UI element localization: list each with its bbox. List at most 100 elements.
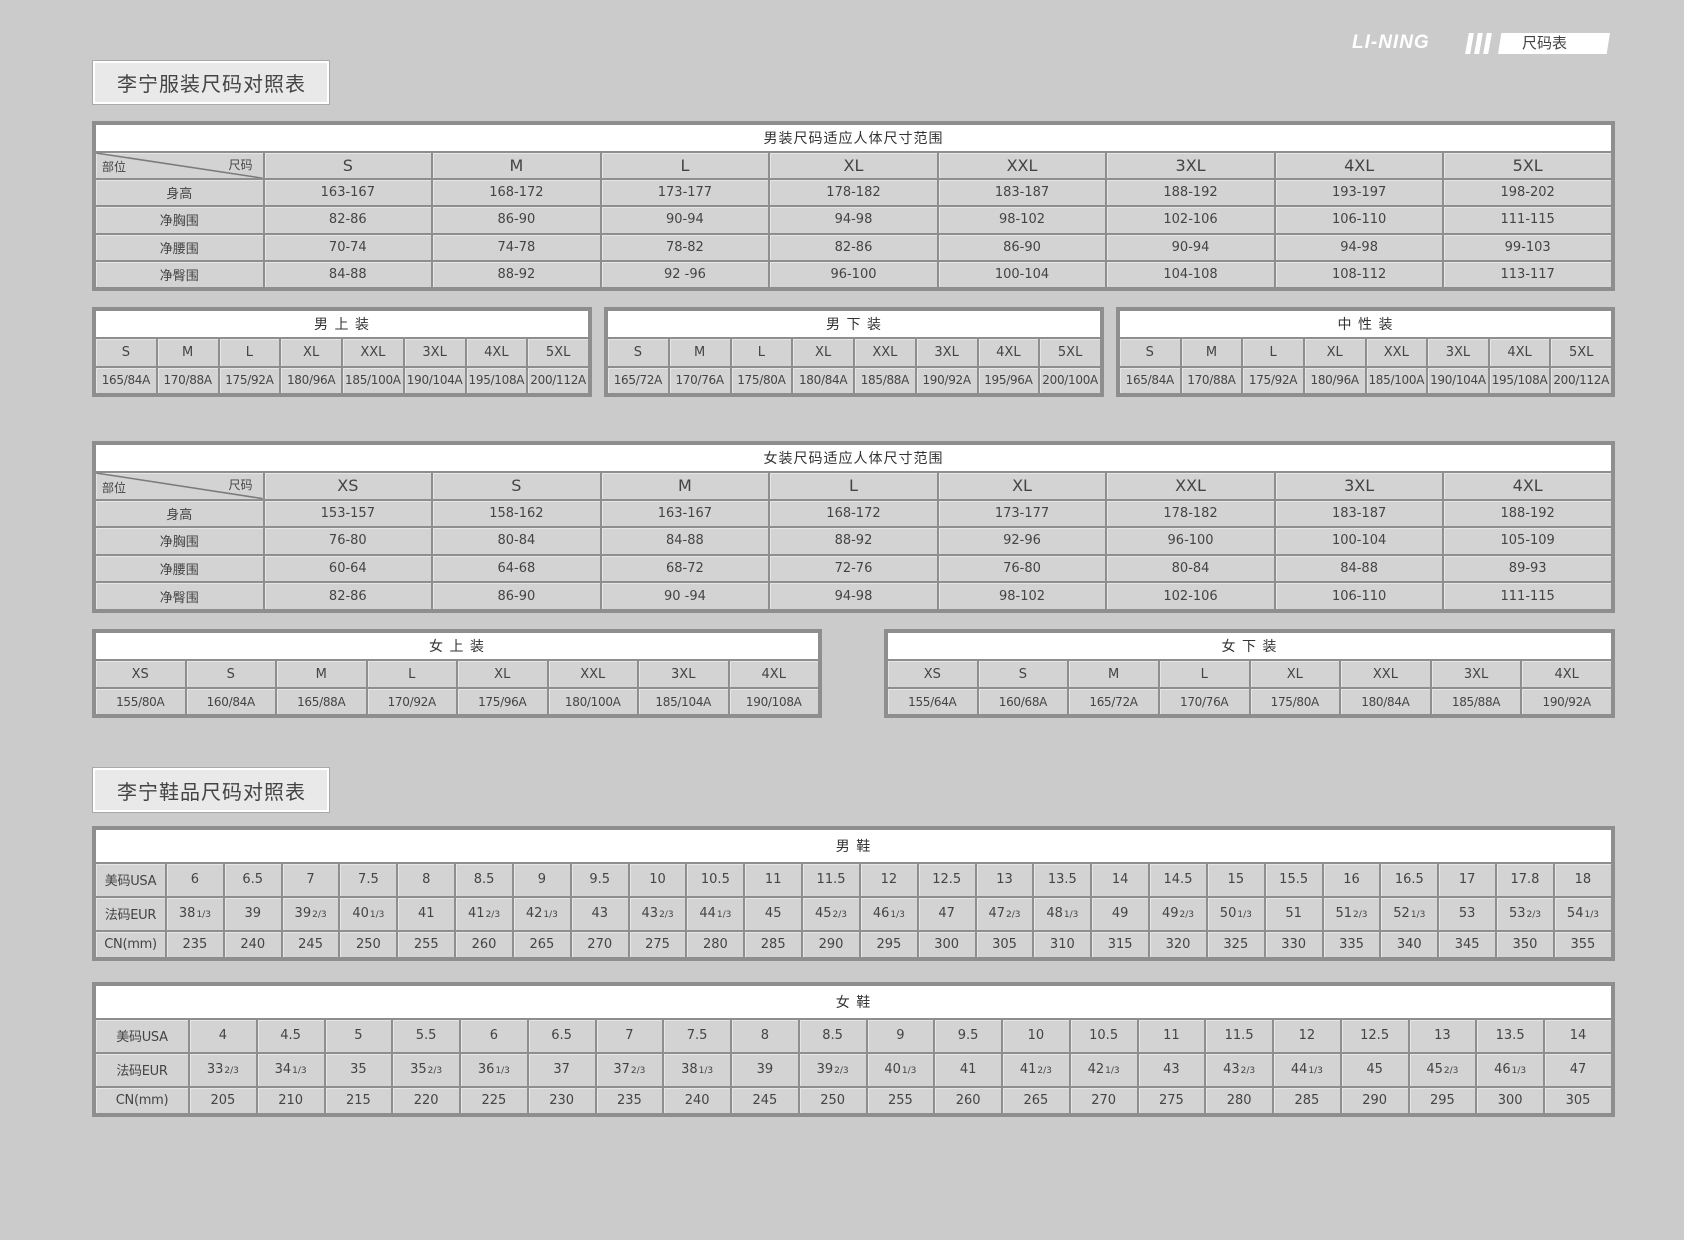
row-label: 法码EUR [94,1051,190,1088]
shoe-size-cell: 290 [1339,1085,1410,1116]
table-cell: 105-109 [1442,526,1613,556]
fraction-part: 1/3 [716,910,732,921]
table-cell: 80-84 [1105,553,1276,584]
logo-bars-icon [1464,33,1494,54]
size-header: M [275,658,368,690]
shoe-size-cell: 11.5 [1204,1018,1274,1054]
size-header: XL [1248,658,1342,690]
size-header: 3XL [402,337,467,368]
size-header-row: S M L XL XXL 3XL 4XL 5XL [1118,337,1613,368]
shoe-size-cell: 421/3 [511,895,572,932]
table-cell: 98-102 [936,581,1108,611]
fraction-part: 1/3 [1511,1066,1527,1077]
table-row: 净胸围 82-86 86-90 90-94 94-98 98-102 102-106 106-… [94,205,1613,235]
fraction-part: 2/3 [1240,1066,1256,1077]
apparel-section-title: 李宁服装尺码对照表 [92,60,330,105]
shoe-size-cell: 11 [1136,1018,1207,1054]
size-header-row: 部位 尺码 XS S M L XL XXL 3XL 4XL [94,471,1613,501]
shoe-size-cell: 332/3 [188,1051,258,1088]
table-cell: 90 -94 [599,581,771,611]
title-row: 中 性 装 [1118,309,1613,339]
size-value: 155/80A [94,687,187,716]
table-cell: 111-115 [1442,205,1613,235]
row-label: CN(mm) [94,929,167,960]
table-cell: 72-76 [768,553,939,584]
size-header: 5XL [526,337,590,368]
shoe-size-cell: 17.8 [1495,862,1555,898]
size-header: S [94,337,158,368]
shoe-size-cell: 8 [730,1018,800,1054]
table-cell: 98-102 [936,205,1108,235]
size-header: XL [279,337,343,368]
table-cell: 102-106 [1105,581,1276,611]
size-header: 4XL [727,658,820,690]
shoe-size-cell: 235 [165,929,225,960]
table-cell: 100-104 [1273,526,1445,556]
shoe-size-cell: 230 [526,1085,597,1116]
shoe-size-cell: 13.5 [1475,1018,1545,1054]
fraction-part: 1/3 [1584,910,1599,921]
shoe-size-cell: 14 [1543,1018,1613,1054]
row-label: 净胸围 [94,205,265,235]
size-value: 180/100A [546,687,639,716]
fraction-part: 2/3 [427,1066,443,1077]
fraction-part: 1/3 [1410,910,1426,921]
size-header: XXL [1339,658,1432,690]
size-header: XXL [1364,337,1429,368]
shoe-size-cell: 285 [743,929,804,960]
corner-label-size: 尺码 [228,478,253,492]
shoe-size-cell: 41 [396,895,457,932]
table-cell: 99-103 [1442,232,1613,262]
shoe-size-cell: 13 [974,862,1035,898]
size-header: M [431,150,602,181]
size-header: L [217,337,282,368]
size-value: 170/76A [1157,687,1251,716]
shoe-size-cell: 280 [685,929,746,960]
shoe-size-cell: 315 [1090,929,1151,960]
values-row: 165/84A 170/88A 175/92A 180/96A 185/100A 190/… [94,365,590,396]
shoe-size-cell: 325 [1205,929,1266,960]
fraction-part: 2/3 [1037,1066,1052,1077]
size-header: S [976,658,1070,690]
shoe-size-cell: 512/3 [1321,895,1382,932]
corner-header-cell: 部位 尺码 [94,150,265,181]
size-header: 4XL [1442,471,1613,501]
table-cell: 92-96 [936,526,1108,556]
row-label: 身高 [94,498,265,529]
size-value: 200/112A [1549,365,1613,396]
shoe-size-cell: 13 [1407,1018,1478,1054]
size-header: L [365,658,458,690]
table-cell: 102-106 [1105,205,1276,235]
size-header: S [606,337,670,368]
women-body-size-table: 女装尺码适应人体尺寸范围 部位 尺码 XS S M L XL XXL 3XL 4XL 身高 153-15… [92,441,1615,613]
size-header-row: S M L XL XXL 3XL 4XL 5XL [94,337,590,368]
size-value: 190/92A [914,365,979,396]
size-header: S [431,471,602,501]
shoe-size-cell: 295 [858,929,919,960]
shoe-size-cell: 10 [1001,1018,1071,1054]
shoe-size-cell: 461/3 [858,895,919,932]
shoe-size-cell: 7.5 [338,862,399,898]
shoe-size-cell: 372/3 [594,1051,665,1088]
fraction-part: 2/3 [834,1066,849,1077]
shoe-size-cell: 7 [594,1018,665,1054]
table-cell: 84-88 [262,259,434,290]
size-header: S [1118,337,1182,368]
fraction-part: 2/3 [659,910,674,921]
shoe-size-cell: 6 [165,862,225,898]
size-header: 4XL [1273,150,1445,181]
table-cell: 80-84 [431,526,602,556]
size-value: 185/100A [1364,365,1429,396]
shoe-size-cell: 260 [933,1085,1003,1116]
table-title: 女 下 装 [886,631,1613,661]
shoe-size-cell: 53 [1437,895,1498,932]
size-header: L [729,337,794,368]
table-cell: 78-82 [599,232,771,262]
fraction-part: 1/3 [369,910,385,921]
shoe-size-cell: 4 [188,1018,258,1054]
shoe-size-cell: 541/3 [1552,895,1614,932]
shoe-size-cell: 255 [865,1085,936,1116]
shoe-size-cell: 300 [1475,1085,1545,1116]
shoe-size-cell: 39 [222,895,283,932]
table-cell: 88-92 [431,259,602,290]
